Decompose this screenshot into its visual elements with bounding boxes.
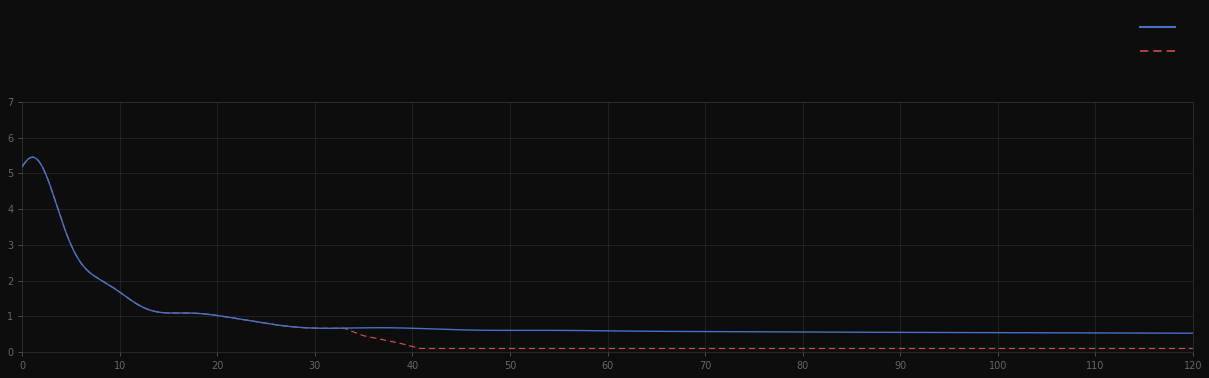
- Legend: , : ,: [1140, 21, 1186, 59]
